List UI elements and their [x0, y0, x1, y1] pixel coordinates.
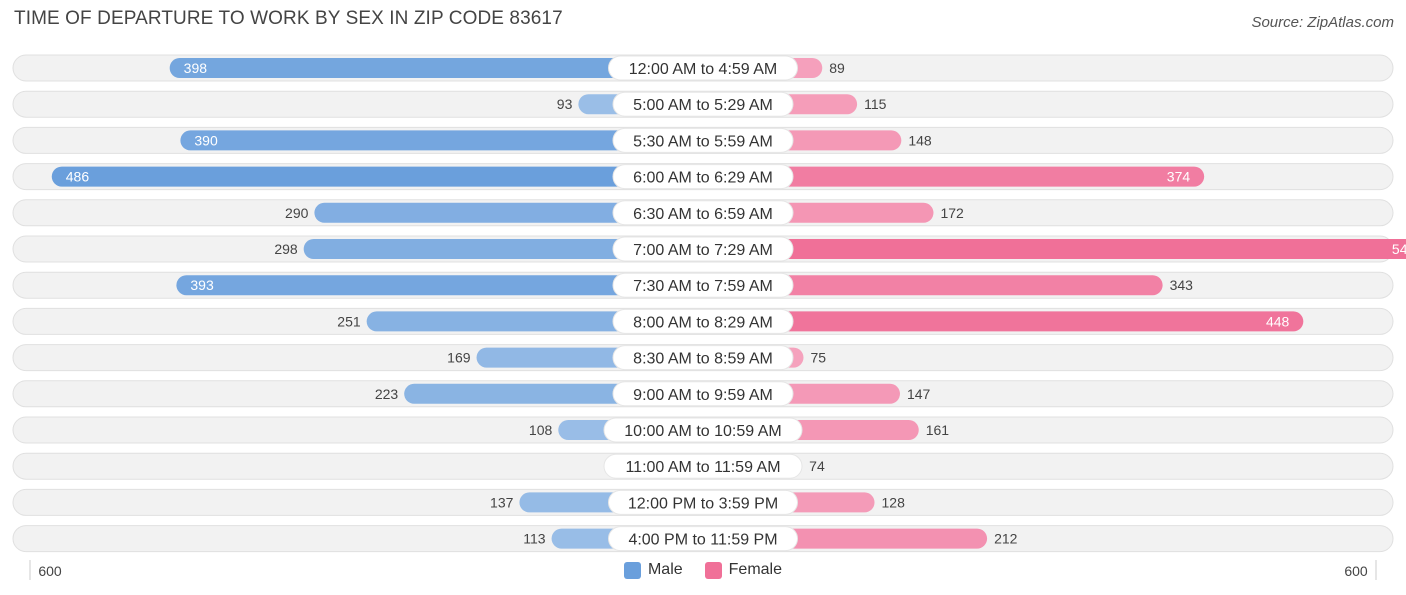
- legend: Male Female: [0, 561, 1406, 579]
- value-label-male: 113: [523, 531, 546, 547]
- value-label-male: 251: [337, 313, 361, 329]
- category-label: 7:30 AM to 7:59 AM: [633, 278, 773, 295]
- value-label-female: 115: [864, 96, 887, 112]
- category-pill: [612, 308, 794, 334]
- chart-row: 137 128 12:00 PM to 3:59 PM: [12, 488, 1394, 516]
- category-label: 6:30 AM to 6:59 AM: [633, 206, 773, 223]
- category-pill: [612, 381, 794, 407]
- value-label-female: 89: [829, 60, 845, 76]
- category-label: 4:00 PM to 11:59 PM: [628, 532, 777, 549]
- value-label-male: 93: [557, 96, 573, 112]
- legend-swatch-female: [704, 561, 722, 579]
- bar-male: [169, 58, 703, 78]
- category-label: 8:30 AM to 8:59 AM: [633, 351, 773, 368]
- chart-row: 113 212 4:00 PM to 11:59 PM: [12, 525, 1394, 553]
- category-pill: [612, 200, 794, 226]
- bar-male: [180, 130, 703, 151]
- chart-row: 251 448 8:00 AM to 8:29 AM: [12, 307, 1394, 335]
- category-pill: [603, 417, 803, 443]
- bar-male: [303, 239, 703, 259]
- value-label-male: 486: [66, 169, 90, 185]
- category-pill: [608, 55, 798, 81]
- chart-row: 390 148 5:30 AM to 5:59 AM: [12, 126, 1394, 154]
- value-label-male: 223: [375, 386, 399, 402]
- category-pill: [612, 91, 794, 117]
- legend-item-female[interactable]: Female: [704, 561, 783, 579]
- category-label: 8:00 AM to 8:29 AM: [633, 314, 773, 331]
- axis-label-right: 600: [1344, 563, 1368, 579]
- bar-female: [703, 311, 1304, 332]
- category-label: 5:00 AM to 5:29 AM: [633, 97, 773, 114]
- legend-swatch-male: [623, 561, 641, 579]
- category-pill: [603, 453, 803, 479]
- category-pill: [612, 236, 794, 262]
- chart-row: 290 172 6:30 AM to 6:59 AM: [12, 199, 1394, 227]
- category-pill: [612, 345, 794, 371]
- category-label: 11:00 AM to 11:59 AM: [625, 459, 780, 476]
- category-label: 6:00 AM to 6:29 AM: [633, 170, 773, 187]
- value-label-female: 75: [811, 350, 827, 366]
- category-label: 12:00 PM to 3:59 PM: [628, 495, 778, 512]
- value-label-male: 393: [190, 277, 214, 293]
- category-pill: [612, 127, 794, 153]
- chart-title: TIME OF DEPARTURE TO WORK BY SEX IN ZIP …: [14, 8, 563, 29]
- value-label-female: 147: [907, 386, 931, 402]
- bar-female: [703, 275, 1163, 296]
- legend-label-female: Female: [728, 561, 783, 578]
- category-label: 9:00 AM to 9:59 AM: [633, 387, 773, 404]
- chart-row: 398 89 12:00 AM to 4:59 AM: [12, 54, 1394, 82]
- category-pill: [608, 489, 798, 515]
- value-label-female: 343: [1170, 277, 1194, 293]
- value-label-male: 290: [285, 205, 309, 221]
- chart-row: 169 75 8:30 AM to 8:59 AM: [12, 344, 1394, 372]
- value-label-female: 148: [908, 132, 932, 148]
- bar-male: [314, 202, 703, 223]
- category-pill: [612, 164, 794, 190]
- value-label-female: 172: [940, 205, 964, 221]
- value-label-female: 212: [994, 531, 1018, 547]
- bar-male: [51, 166, 703, 187]
- value-label-male: 390: [194, 132, 218, 148]
- chart-row: 486 374 6:00 AM to 6:29 AM: [12, 163, 1394, 191]
- value-label-female: 542: [1392, 241, 1406, 257]
- source-label: Source: ZipAtlas.com: [1251, 14, 1394, 31]
- category-label: 5:30 AM to 5:59 AM: [633, 133, 773, 150]
- category-pill: [608, 526, 798, 552]
- chart-row: 298 542 7:00 AM to 7:29 AM: [12, 235, 1406, 263]
- value-label-female: 161: [926, 422, 950, 438]
- axis-label-left: 600: [38, 563, 62, 579]
- value-label-male: 398: [184, 60, 208, 76]
- value-label-male: 108: [529, 422, 553, 438]
- category-label: 12:00 AM to 4:59 AM: [629, 61, 778, 78]
- legend-item-male[interactable]: Male: [623, 561, 683, 579]
- category-label: 7:00 AM to 7:29 AM: [633, 242, 773, 259]
- category-pill: [612, 272, 794, 298]
- chart-row: 223 147 9:00 AM to 9:59 AM: [12, 380, 1394, 408]
- chart-row: 397411:00 AM to 11:59 AM: [12, 452, 1394, 480]
- chart-row: 93 115 5:00 AM to 5:29 AM: [12, 90, 1394, 118]
- bar-male: [176, 275, 703, 296]
- category-label: 10:00 AM to 10:59 AM: [624, 423, 781, 440]
- value-label-female: 128: [882, 494, 906, 510]
- bar-female: [703, 239, 1406, 259]
- legend-label-male: Male: [647, 561, 683, 578]
- value-label-male: 298: [274, 241, 298, 257]
- value-label-male: 137: [490, 494, 514, 510]
- value-label-female: 448: [1266, 313, 1290, 329]
- value-label-female: 374: [1167, 169, 1191, 185]
- chart-row: 393 343 7:30 AM to 7:59 AM: [12, 271, 1394, 299]
- chart-row: 108 161 10:00 AM to 10:59 AM: [12, 416, 1394, 444]
- value-label-female: 74: [809, 458, 825, 474]
- value-label-male: 169: [447, 350, 471, 366]
- bar-female: [703, 166, 1205, 187]
